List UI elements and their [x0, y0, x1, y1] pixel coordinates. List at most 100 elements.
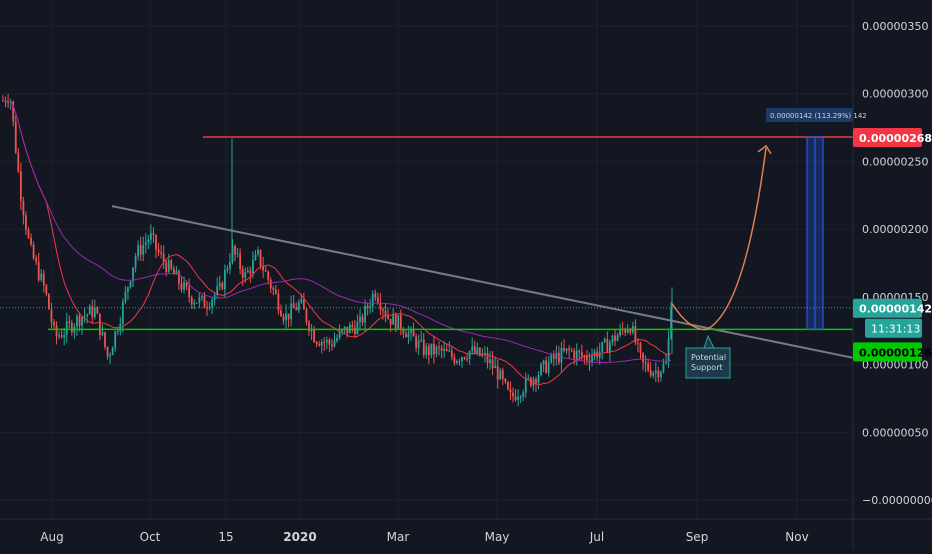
candle-body	[313, 329, 315, 343]
candle-body	[155, 234, 157, 250]
candle-body	[389, 318, 392, 325]
candle-body	[443, 348, 446, 351]
candle-body	[188, 286, 191, 298]
candle-body	[435, 346, 438, 355]
candle-body	[30, 237, 32, 245]
candle-body	[259, 249, 262, 267]
candle-body	[591, 356, 593, 363]
candle-body	[509, 389, 512, 393]
candle-body	[394, 314, 397, 330]
price-tick-label: −0.00000000	[862, 494, 932, 507]
candle-body	[359, 316, 361, 322]
candle-body	[290, 303, 293, 320]
candle-body	[507, 381, 509, 390]
candle-body	[458, 361, 461, 363]
candle-body	[221, 283, 224, 290]
candle-body	[614, 335, 616, 341]
candle-body	[463, 357, 466, 359]
candle-body	[361, 316, 364, 323]
candle-body	[489, 359, 491, 363]
candle-body	[318, 344, 321, 346]
candle-body	[68, 321, 71, 323]
candle-body	[382, 309, 384, 311]
candle-body	[611, 335, 614, 343]
measure-label-bg	[766, 108, 853, 123]
candle-body	[267, 271, 270, 280]
candle-body	[249, 270, 252, 275]
candle-body	[139, 245, 142, 255]
candle-body	[35, 258, 38, 262]
candle-body	[547, 362, 550, 373]
callout-text: Potential	[691, 353, 726, 362]
candle-body	[499, 370, 502, 380]
candle-body	[252, 260, 254, 275]
candle-body	[336, 337, 338, 341]
candle-body	[558, 352, 560, 363]
candle-body	[542, 360, 545, 365]
last-price-tag: 0.00000142	[859, 303, 932, 316]
candle-body	[185, 282, 188, 287]
last-price-tag-bg	[853, 298, 922, 318]
candle-body	[560, 347, 563, 363]
candle-body	[634, 326, 637, 343]
candle-body	[387, 316, 389, 319]
countdown-bg	[865, 318, 922, 338]
candle-body	[274, 289, 277, 294]
candle-body	[137, 245, 140, 257]
candle-body	[351, 324, 354, 328]
candle-body	[127, 287, 129, 292]
candle-body	[78, 316, 81, 326]
candle-body	[501, 370, 504, 379]
candle-body	[399, 314, 402, 330]
candle-body	[491, 359, 494, 369]
candle-body	[183, 282, 185, 290]
candle-body	[241, 269, 244, 278]
candle-body	[325, 340, 328, 343]
candle-body	[114, 331, 117, 348]
candle-body	[124, 291, 127, 302]
candle-body	[481, 354, 484, 356]
candle-body	[300, 299, 303, 303]
candle-body	[45, 285, 48, 295]
candle-body	[341, 329, 344, 332]
candle-body	[578, 350, 581, 353]
candle-body	[514, 396, 517, 400]
candle-body	[629, 329, 632, 333]
candle-body	[657, 370, 660, 378]
candle-body	[236, 253, 239, 255]
candle-body	[652, 372, 655, 376]
support-price-tag: 0.00000126	[859, 346, 932, 359]
candle-body	[83, 315, 86, 318]
candle-body	[662, 363, 665, 372]
candle-body	[601, 341, 604, 352]
candle-body	[310, 329, 313, 332]
candle-body	[65, 321, 68, 335]
candle-body	[665, 362, 667, 364]
candle-body	[144, 242, 147, 246]
candle-body	[366, 305, 369, 309]
candle-body	[626, 329, 629, 333]
candle-body	[415, 336, 417, 348]
candle-body	[450, 350, 453, 357]
callout-box	[685, 334, 731, 379]
candle-body	[295, 308, 298, 311]
candle-body	[392, 314, 395, 325]
candle-body	[328, 340, 331, 345]
candle-body	[229, 261, 231, 269]
candle-body	[468, 351, 471, 359]
candle-body	[624, 329, 627, 333]
candle-body	[575, 350, 578, 359]
candle-body	[48, 294, 50, 310]
candle-body	[588, 360, 591, 363]
candle-body	[206, 307, 208, 309]
candle-body	[550, 354, 553, 363]
candle-body	[106, 346, 109, 357]
candle-body	[484, 353, 486, 355]
candle-body	[338, 331, 341, 338]
candle-body	[282, 316, 285, 321]
candle-body	[445, 348, 448, 352]
